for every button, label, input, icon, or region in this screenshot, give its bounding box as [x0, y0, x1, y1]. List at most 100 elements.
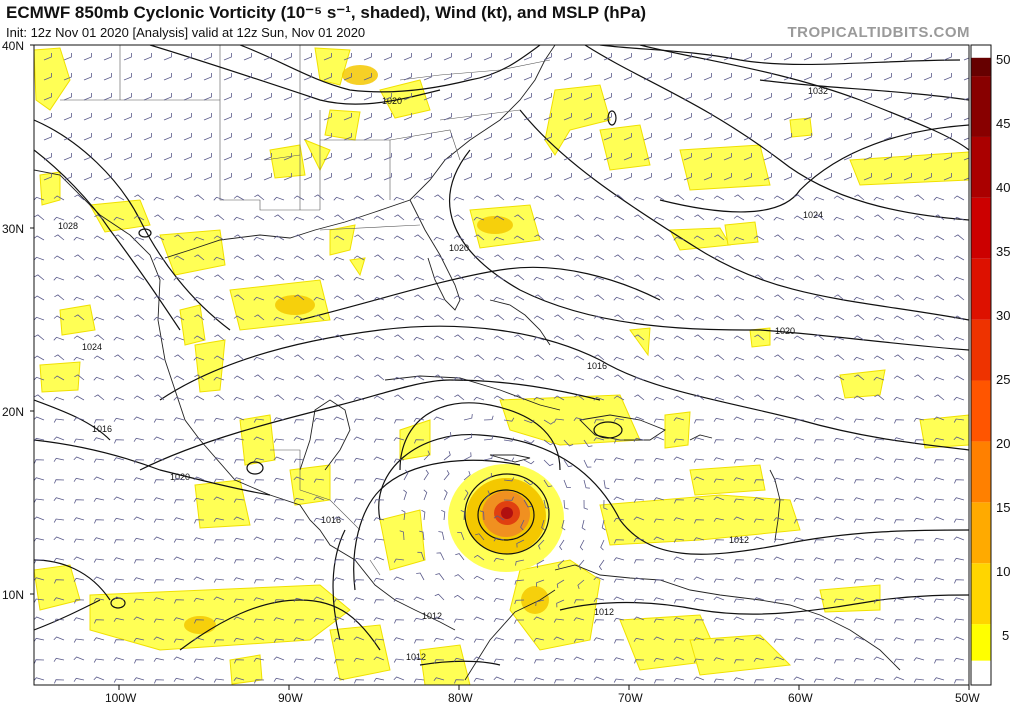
- wind-barb: [253, 636, 265, 641]
- wind-barb: [163, 153, 172, 161]
- wind-barb: [153, 657, 165, 662]
- wind-barb: [834, 559, 845, 564]
- wind-barb: [943, 73, 952, 81]
- wind-barb: [594, 419, 605, 424]
- wind-barb: [143, 53, 152, 61]
- wind-barb: [53, 396, 65, 401]
- wind-barb: [734, 314, 745, 321]
- wind-barb: [223, 93, 232, 101]
- wind-barb: [793, 356, 805, 361]
- wind-barb: [273, 438, 285, 443]
- wind-barb: [894, 619, 905, 624]
- wind-barb: [34, 637, 45, 642]
- wind-barb: [423, 73, 432, 81]
- wind-barb: [414, 639, 425, 644]
- wind-barb: [293, 476, 305, 481]
- wind-barb: [933, 355, 945, 361]
- wind-barb: [274, 274, 285, 281]
- wind-barb: [754, 394, 765, 401]
- wind-barb: [353, 518, 365, 523]
- wind-barb: [493, 215, 505, 221]
- wind-barb: [513, 256, 525, 261]
- wind-barb: [223, 133, 232, 141]
- wind-barb: [374, 254, 385, 261]
- wind-barb: [673, 335, 685, 341]
- wind-barb: [733, 236, 745, 241]
- wind-barb: [153, 618, 165, 623]
- wind-barb: [873, 295, 885, 301]
- wind-barb: [153, 295, 165, 301]
- wind-barb: [653, 195, 665, 201]
- wind-barb: [673, 556, 685, 561]
- wind-barb: [473, 656, 485, 661]
- wind-barb: [733, 335, 745, 341]
- wind-barb: [93, 558, 105, 563]
- wind-barb: [633, 416, 645, 421]
- wind-barb: [714, 539, 725, 544]
- wind-barb: [523, 153, 532, 161]
- wind-barb: [254, 194, 265, 201]
- wind-barb: [403, 113, 412, 121]
- wind-barb: [834, 294, 845, 301]
- wind-barb: [374, 599, 385, 604]
- wind-barb: [493, 296, 505, 301]
- wind-barb: [233, 195, 245, 201]
- wind-barb: [73, 215, 85, 221]
- wind-barb: [243, 153, 252, 161]
- wind-barb: [703, 113, 712, 121]
- wind-barb: [873, 355, 885, 361]
- wind-barb: [373, 438, 385, 443]
- wind-barb: [53, 195, 65, 201]
- wind-barb: [559, 539, 565, 551]
- wind-barb: [243, 53, 252, 61]
- wind-barb: [914, 374, 925, 381]
- wind-barb: [273, 355, 285, 361]
- wind-barb: [254, 479, 265, 484]
- wind-barb: [854, 254, 865, 261]
- wind-barb: [593, 396, 605, 401]
- wind-barb: [853, 236, 865, 241]
- wind-barb: [163, 113, 172, 121]
- wind-barb: [854, 314, 865, 321]
- wind-barb: [34, 376, 45, 381]
- wind-barb: [434, 659, 445, 664]
- wind-barb: [653, 497, 665, 502]
- wind-barb: [493, 597, 505, 603]
- wind-barb: [793, 597, 805, 602]
- wind-barb: [803, 93, 812, 101]
- wind-barb: [763, 93, 772, 101]
- wind-barb: [294, 294, 305, 301]
- wind-barb: [113, 517, 125, 522]
- wind-barb: [553, 636, 565, 641]
- svg-text:1024: 1024: [803, 210, 823, 220]
- svg-text:40: 40: [996, 180, 1010, 195]
- wind-barb: [613, 496, 625, 501]
- wind-barb: [333, 437, 345, 442]
- wind-barb: [133, 356, 145, 361]
- wind-barb: [154, 679, 165, 684]
- wind-barb: [133, 437, 145, 442]
- wind-barb: [399, 530, 405, 541]
- wind-barb: [913, 578, 925, 583]
- wind-barb: [853, 497, 865, 502]
- wind-barb: [673, 517, 685, 522]
- wind-barb: [734, 374, 745, 381]
- wind-barb: [103, 113, 112, 121]
- brand-watermark[interactable]: TROPICALTIDBITS.COM: [787, 24, 970, 41]
- wind-barb: [634, 459, 645, 464]
- wind-barb: [503, 53, 512, 61]
- wind-barb: [333, 256, 345, 261]
- wind-barb: [263, 113, 272, 121]
- wind-barb: [654, 579, 665, 584]
- wind-barb: [573, 677, 585, 682]
- wind-barb: [893, 658, 905, 663]
- wind-barb: [334, 394, 345, 401]
- wind-barb: [814, 394, 825, 401]
- wind-barb: [554, 374, 565, 381]
- wind-barb: [943, 153, 952, 161]
- wind-barb: [493, 637, 505, 642]
- wind-barb: [473, 255, 485, 261]
- wind-barb: [653, 418, 665, 423]
- wind-barb: [513, 678, 525, 683]
- wind-barb: [714, 234, 725, 241]
